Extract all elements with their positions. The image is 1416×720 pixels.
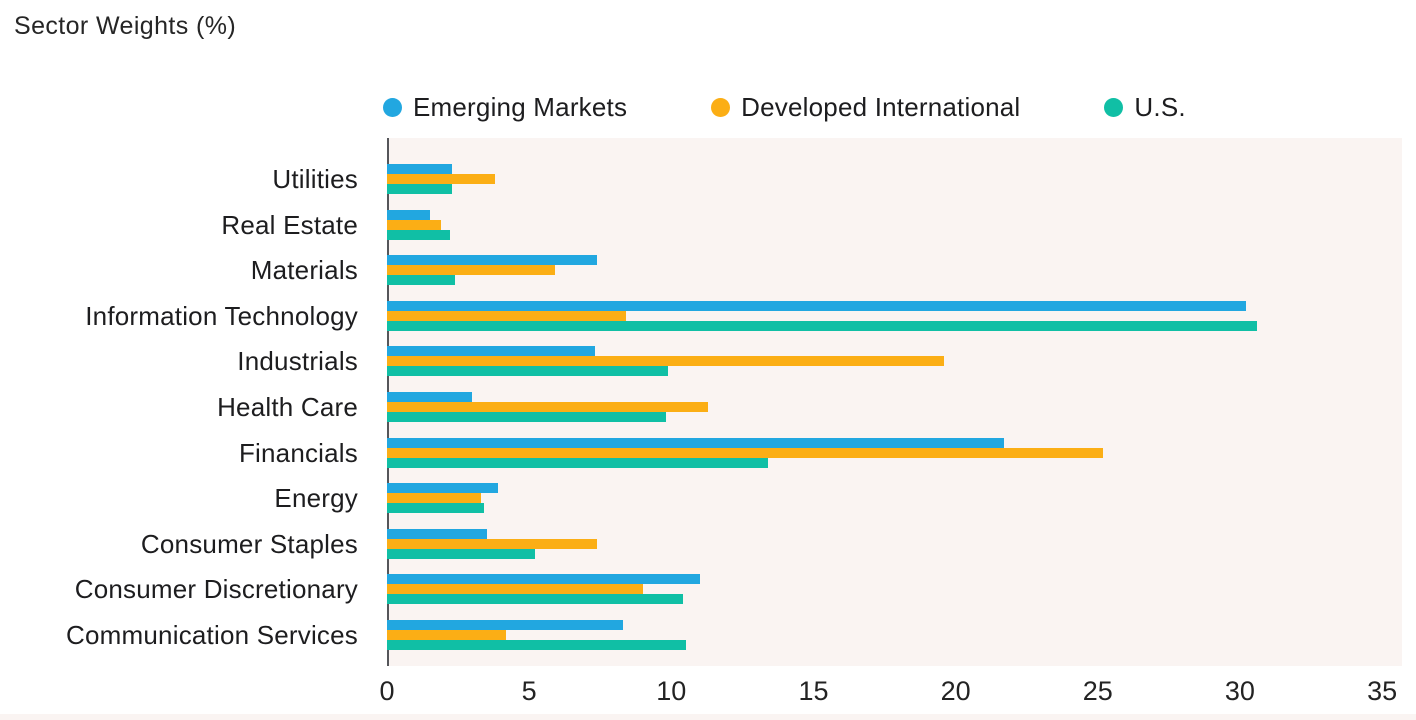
x-tick-label: 15 (798, 676, 829, 706)
x-tick-label: 10 (656, 676, 687, 706)
chart-row-financials: Financials (0, 437, 1402, 468)
category-label: Information Technology (85, 300, 358, 331)
category-label: Consumer Staples (140, 528, 358, 559)
bar-u-s (387, 639, 686, 650)
legend-dot-icon (711, 97, 731, 117)
category-label: Communication Services (66, 619, 358, 650)
legend: Emerging Markets Developed International U… (383, 92, 1186, 122)
bar-u-s (387, 229, 450, 240)
bar-developed-international (387, 584, 643, 595)
bar-u-s (387, 548, 535, 559)
legend-item-u-s: U.S. (1104, 91, 1186, 123)
bar-developed-international (387, 447, 1104, 458)
bar-group (387, 300, 1402, 331)
bar-developed-international (387, 356, 945, 367)
bar-developed-international (387, 629, 507, 640)
bar-group (387, 528, 1402, 559)
bar-emerging-markets (387, 300, 1246, 311)
category-label: Financials (238, 437, 358, 468)
legend-label: Developed International (741, 91, 1021, 122)
legend-label: U.S. (1134, 91, 1186, 122)
bar-developed-international (387, 174, 496, 184)
bar-emerging-markets (387, 528, 487, 539)
bar-emerging-markets (387, 164, 453, 174)
bar-u-s (387, 320, 1257, 331)
category-label: Energy (274, 483, 358, 514)
x-tick-label: 20 (940, 676, 971, 706)
chart-row-industrials: Industrials (0, 346, 1402, 377)
chart-row-consumer-discretionary: Consumer Discretionary (0, 574, 1402, 605)
bottom-strip (0, 714, 1416, 720)
bar-developed-international (387, 493, 481, 504)
rows: Utilities Real Estate Materials Information… (0, 138, 1402, 666)
bar-developed-international (387, 310, 626, 321)
bar-emerging-markets (387, 483, 498, 494)
legend-item-developed-international: Developed International (711, 92, 1020, 123)
chart-row-communication-services: Communication Services (0, 619, 1402, 650)
x-axis: 0 5 10 15 20 25 30 35 (379, 676, 1402, 710)
bar-emerging-markets (387, 255, 598, 266)
category-label: Real Estate (221, 209, 358, 240)
category-label: Materials (250, 255, 358, 286)
chart-row-materials: Materials (0, 255, 1402, 286)
bar-u-s (387, 457, 768, 468)
bar-group (387, 483, 1402, 514)
bar-emerging-markets (387, 209, 430, 220)
bar-u-s (387, 594, 683, 605)
bar-emerging-markets (387, 391, 473, 402)
bar-u-s (387, 275, 456, 286)
x-tick-label: 5 (521, 676, 537, 706)
bar-u-s (387, 366, 669, 377)
category-label: Utilities (272, 164, 358, 194)
bar-developed-international (387, 401, 709, 412)
bar-group (387, 619, 1402, 650)
bar-emerging-markets (387, 619, 623, 630)
bar-u-s (387, 411, 666, 422)
bar-group (387, 346, 1402, 377)
legend-dot-icon (383, 97, 402, 117)
bar-emerging-markets (387, 437, 1004, 448)
bar-group (387, 391, 1402, 422)
bar-developed-international (387, 265, 555, 276)
chart-row-real-estate: Real Estate (0, 209, 1402, 240)
bar-emerging-markets (387, 346, 595, 357)
category-label: Industrials (237, 346, 358, 377)
bar-group (387, 164, 1402, 194)
bar-developed-international (387, 538, 598, 549)
bar-u-s (387, 503, 484, 514)
chart-row-health-care: Health Care (0, 391, 1402, 422)
chart-row-energy: Energy (0, 483, 1402, 514)
category-label: Health Care (217, 391, 358, 422)
legend-item-emerging-markets: Emerging Markets (383, 92, 627, 123)
bar-group (387, 574, 1402, 605)
x-tick-label: 35 (1367, 676, 1398, 706)
x-tick-label: 25 (1082, 676, 1113, 706)
bar-group (387, 255, 1402, 286)
x-tick-label: 0 (379, 676, 395, 706)
bar-developed-international (387, 219, 442, 230)
chart-row-information-technology: Information Technology (0, 300, 1402, 331)
bar-emerging-markets (387, 574, 700, 585)
legend-dot-icon (1104, 97, 1124, 117)
x-tick-label: 30 (1224, 676, 1255, 706)
chart-row-consumer-staples: Consumer Staples (0, 528, 1402, 559)
chart-row-utilities: Utilities (0, 164, 1402, 194)
bar-group (387, 437, 1402, 468)
bar-u-s (387, 184, 453, 194)
chart-title: Sector Weights (%) (14, 12, 237, 40)
legend-label: Emerging Markets (413, 91, 628, 122)
bar-group (387, 209, 1402, 240)
category-label: Consumer Discretionary (74, 574, 358, 605)
